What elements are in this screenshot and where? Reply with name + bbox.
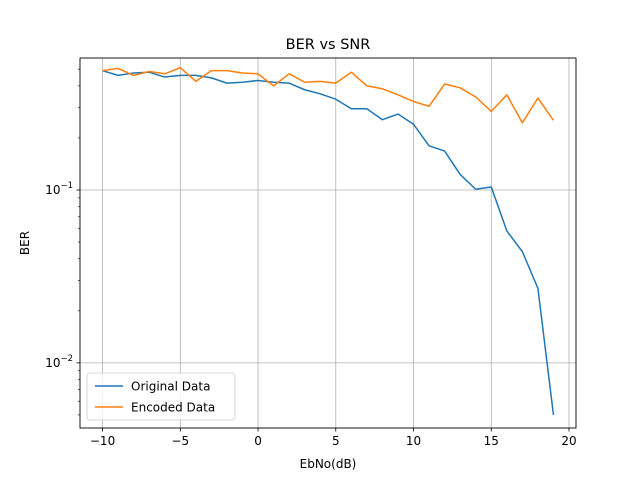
x-tick-label: 0 [254,434,262,448]
x-tick-label: 5 [332,434,340,448]
plot-area-frame [79,57,577,429]
legend-label: Original Data [131,380,210,394]
grid [80,58,576,428]
series-lines [102,66,555,416]
y-tick-label: 10−1 [45,181,73,197]
chart-title: BER vs SNR [286,37,371,53]
x-tick-label: 20 [561,434,576,448]
y-axis-label: BER [18,231,32,255]
x-axis-label: EbNo(dB) [300,457,357,471]
x-axis-ticks: −10 −5 0 5 10 15 20 [90,428,577,448]
y-tick-label: 10−2 [45,354,73,370]
x-tick-label: −5 [171,434,189,448]
series-line-0 [102,69,555,416]
x-tick-label: 10 [406,434,421,448]
legend: Original Data Encoded Data [86,372,236,421]
x-tick-label: 15 [484,434,499,448]
x-tick-label: −10 [90,434,115,448]
legend-label: Encoded Data [131,401,215,415]
y-axis-ticks: 10−1 10−2 [45,68,80,416]
legend-box [86,372,236,421]
series-line-1 [102,66,555,124]
